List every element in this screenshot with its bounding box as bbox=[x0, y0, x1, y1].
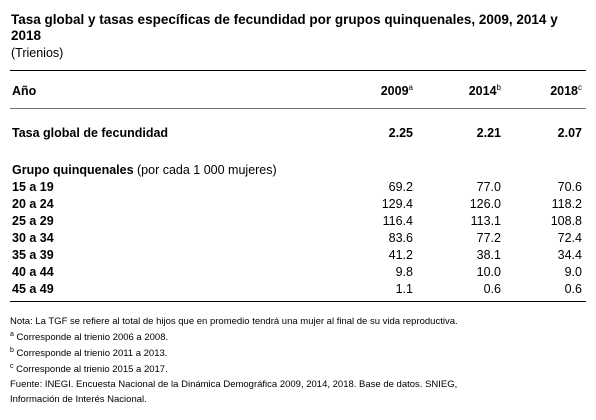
header-label: Año bbox=[12, 84, 37, 98]
table-row: 40 a 44 9.8 10.0 9.0 bbox=[10, 264, 586, 280]
table-row: 20 a 24 129.4 126.0 118.2 bbox=[10, 196, 586, 212]
note-tgf: Nota: La TGF se refiere al total de hijo… bbox=[10, 316, 458, 327]
cell-2009: 116.4 bbox=[382, 214, 413, 228]
group-heading: Grupo quinquenales (por cada 1 000 mujer… bbox=[10, 162, 586, 178]
cell-2018: 108.8 bbox=[550, 214, 582, 228]
header-row: Año 2009a 2014b 2018c bbox=[10, 83, 586, 99]
top-rule bbox=[10, 70, 586, 71]
cell-2009: 129.4 bbox=[381, 197, 413, 211]
cell-2014: 77.2 bbox=[476, 231, 501, 245]
bottom-rule bbox=[10, 301, 586, 302]
tgf-value-2018: 2.07 bbox=[557, 126, 582, 140]
table-row: 25 a 29 116.4 113.1 108.8 bbox=[10, 213, 586, 229]
header-rule bbox=[10, 108, 586, 109]
source-line-2: Información de Interés Nacional. bbox=[10, 394, 147, 405]
cell-2014: 77.0 bbox=[476, 180, 501, 194]
tgf-row: Tasa global de fecundidad 2.25 2.21 2.07 bbox=[10, 125, 586, 141]
table-row: 35 a 39 41.2 38.1 34.4 bbox=[10, 247, 586, 263]
group-heading-bold: Grupo quinquenales bbox=[12, 163, 134, 177]
cell-2009: 83.6 bbox=[388, 231, 413, 245]
cell-2018: 0.6 bbox=[564, 282, 582, 296]
cell-2014: 113.1 bbox=[470, 214, 501, 228]
row-label: 45 a 49 bbox=[12, 282, 54, 296]
cell-2009: 1.1 bbox=[395, 282, 413, 296]
cell-2018: 9.0 bbox=[564, 265, 582, 279]
tgf-label: Tasa global de fecundidad bbox=[12, 126, 169, 140]
cell-2014: 126.0 bbox=[469, 197, 501, 211]
table-row: 30 a 34 83.6 77.2 72.4 bbox=[10, 230, 586, 246]
row-label: 15 a 19 bbox=[12, 180, 54, 194]
header-year-2018: 2018c bbox=[550, 83, 582, 99]
tgf-value-2014: 2.21 bbox=[476, 126, 501, 140]
row-label: 30 a 34 bbox=[12, 231, 54, 245]
footnote-a: a Corresponde al trienio 2006 a 2008. bbox=[10, 331, 169, 343]
tgf-value-2009: 2.25 bbox=[388, 126, 413, 140]
table-row: 45 a 49 1.1 0.6 0.6 bbox=[10, 281, 586, 297]
cell-2014: 10.0 bbox=[476, 265, 501, 279]
row-label: 40 a 44 bbox=[12, 265, 54, 279]
cell-2009: 41.2 bbox=[388, 248, 413, 262]
cell-2018: 118.2 bbox=[551, 197, 582, 211]
source-line-1: Fuente: INEGI. Encuesta Nacional de la D… bbox=[10, 379, 458, 390]
group-heading-unit: (por cada 1 000 mujeres) bbox=[133, 163, 277, 177]
row-label: 35 a 39 bbox=[12, 248, 54, 262]
cell-2009: 69.2 bbox=[388, 180, 413, 194]
cell-2014: 0.6 bbox=[483, 282, 501, 296]
footnote-c: c Corresponde al trienio 2015 a 2017. bbox=[10, 363, 168, 375]
cell-2014: 38.1 bbox=[476, 248, 501, 262]
header-year-2009: 2009a bbox=[380, 83, 413, 99]
table-row: 15 a 19 69.2 77.0 70.6 bbox=[10, 179, 586, 195]
cell-2018: 72.4 bbox=[557, 231, 582, 245]
row-label: 20 a 24 bbox=[12, 197, 54, 211]
table-subtitle: (Trienios) bbox=[11, 46, 64, 60]
cell-2009: 9.8 bbox=[395, 265, 413, 279]
row-label: 25 a 29 bbox=[12, 214, 54, 228]
cell-2018: 34.4 bbox=[557, 248, 582, 262]
table-title: Tasa global y tasas específicas de fecun… bbox=[11, 12, 558, 43]
footnote-b: b Corresponde al trienio 2011 a 2013. bbox=[10, 347, 168, 359]
header-year-2014: 2014b bbox=[468, 83, 501, 99]
cell-2018: 70.6 bbox=[557, 180, 582, 194]
